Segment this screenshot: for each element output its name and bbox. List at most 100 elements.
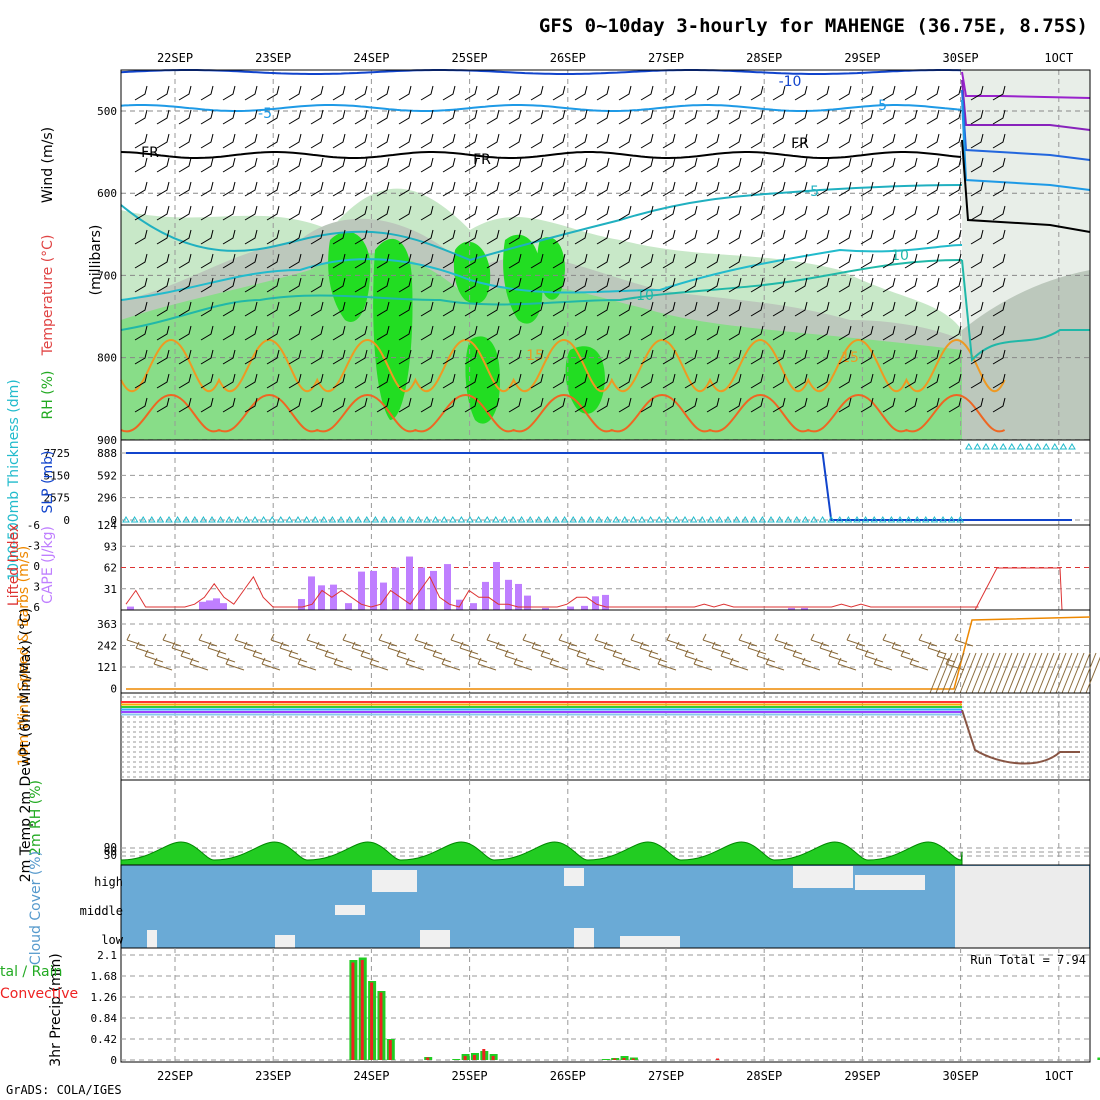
upper-wind-barb	[464, 325, 478, 341]
upper-wind-barb	[816, 277, 830, 293]
upper-wind-barb	[134, 397, 148, 413]
upper-wind-barb	[596, 301, 610, 317]
temp-contour-minus10	[120, 69, 962, 75]
upper-wind-barb	[156, 277, 170, 293]
precip-convective-bar	[360, 960, 364, 1060]
upper-wind-barb	[200, 253, 214, 269]
upper-wind-barb	[200, 397, 214, 413]
thickness-marker	[853, 516, 861, 523]
rh-band-late-grey	[962, 270, 1090, 440]
upper-wind-barb	[244, 277, 258, 293]
upper-wind-barb	[508, 229, 522, 245]
thickness-tick-label: 5150	[44, 469, 71, 482]
upper-wind-barb	[816, 253, 830, 269]
wind10m-barb	[252, 649, 272, 663]
wind10m-barb	[360, 649, 380, 663]
upper-wind-barb	[398, 277, 412, 293]
upper-wind-barb	[750, 349, 764, 365]
upper-wind-barb	[332, 349, 346, 365]
upper-wind-barb	[442, 181, 456, 197]
thickness-marker	[208, 516, 216, 523]
upper-wind-barb	[508, 325, 522, 341]
upper-wind-barb	[288, 325, 302, 341]
upper-wind-barb	[860, 85, 874, 101]
wind10m-barb	[441, 657, 461, 671]
rh2m-tick-label: 90	[104, 841, 117, 854]
wind10m-barb	[216, 649, 236, 663]
upper-wind-barb	[662, 277, 676, 293]
pressure-axis-label: (millibars)	[88, 225, 104, 296]
upper-wind-barb	[772, 397, 786, 413]
upper-wind-barb	[420, 373, 434, 389]
upper-wind-barb	[640, 157, 654, 173]
upper-wind-barb	[200, 157, 214, 173]
upper-wind-barb	[596, 349, 610, 365]
wind10m-barb	[1055, 652, 1073, 694]
upper-wind-barb	[508, 157, 522, 173]
upper-wind-barb	[156, 349, 170, 365]
upper-wind-barb	[200, 349, 214, 365]
upper-wind-barb	[970, 229, 984, 245]
slp-tick-label: 592	[97, 469, 117, 482]
x-tick-label: 29SEP	[844, 1069, 880, 1083]
wind10m-barb	[783, 641, 803, 655]
upper-wind-barb	[354, 109, 368, 125]
upper-wind-barb	[244, 253, 258, 269]
x-tick-label: 22SEP	[157, 51, 193, 65]
thickness-marker	[233, 516, 242, 523]
thickness-marker	[887, 516, 896, 523]
upper-wind-barb	[816, 325, 830, 341]
thickness-marker	[552, 516, 560, 523]
upper-wind-barb	[706, 229, 720, 245]
upper-wind-barb	[772, 301, 786, 317]
thickness-marker	[758, 516, 767, 523]
thickness-marker	[577, 516, 586, 523]
upper-wind-barb	[772, 229, 786, 245]
upper-wind-barb	[178, 229, 192, 245]
upper-wind-barb	[178, 349, 192, 365]
upper-wind-barb	[332, 397, 346, 413]
wind10m-barb	[989, 652, 1007, 694]
upper-wind-barb	[310, 325, 324, 341]
upper-wind-barb	[420, 205, 434, 221]
upper-wind-barb	[486, 277, 500, 293]
cloud-gap	[793, 866, 853, 888]
upper-wind-barb	[750, 253, 764, 269]
upper-wind-barb	[354, 277, 368, 293]
upper-wind-barb	[574, 229, 588, 245]
thickness-marker	[810, 516, 818, 523]
upper-wind-barb	[310, 109, 324, 125]
wind10m-barb	[959, 652, 977, 694]
thickness-marker	[259, 516, 268, 523]
upper-wind-barb	[552, 229, 566, 245]
wind10m-barb	[947, 652, 965, 694]
wind10m-barb	[891, 641, 911, 655]
thickness-marker	[380, 516, 388, 523]
cloud-cover-panel: high middle low	[80, 864, 1091, 949]
upper-wind-barb	[860, 229, 874, 245]
x-tick-label: 30SEP	[943, 51, 979, 65]
wind10m-barb	[477, 657, 497, 671]
cape-bar	[330, 584, 337, 610]
upper-wind-barb	[574, 349, 588, 365]
panel-frame	[120, 864, 1091, 949]
upper-wind-barb	[728, 157, 742, 173]
thickness-marker	[775, 516, 784, 523]
upper-wind-barb	[904, 133, 918, 149]
wind10m-barb	[792, 649, 812, 663]
slp-tick-label: 888	[97, 447, 117, 460]
upper-wind-barb	[596, 229, 610, 245]
li-tick-label: -3	[27, 540, 40, 553]
upper-wind-barb	[266, 205, 280, 221]
wind10m-barb	[468, 649, 488, 663]
wind10m-barb	[909, 657, 929, 671]
upper-wind-barb	[772, 157, 786, 173]
precip-tick-label: 0	[110, 1054, 117, 1067]
wind10m-barb	[189, 657, 209, 671]
slp-line	[126, 452, 1072, 521]
precip-convective-bar	[379, 992, 383, 1060]
rh2m-area	[120, 841, 963, 866]
wind10m-barb	[675, 641, 695, 655]
wind10m-barb	[1031, 652, 1049, 694]
upper-air-panel: 500 600 700 800 900 -10 -5 -5 -5 FR FR FR 10 10 15 15	[97, 69, 1091, 447]
